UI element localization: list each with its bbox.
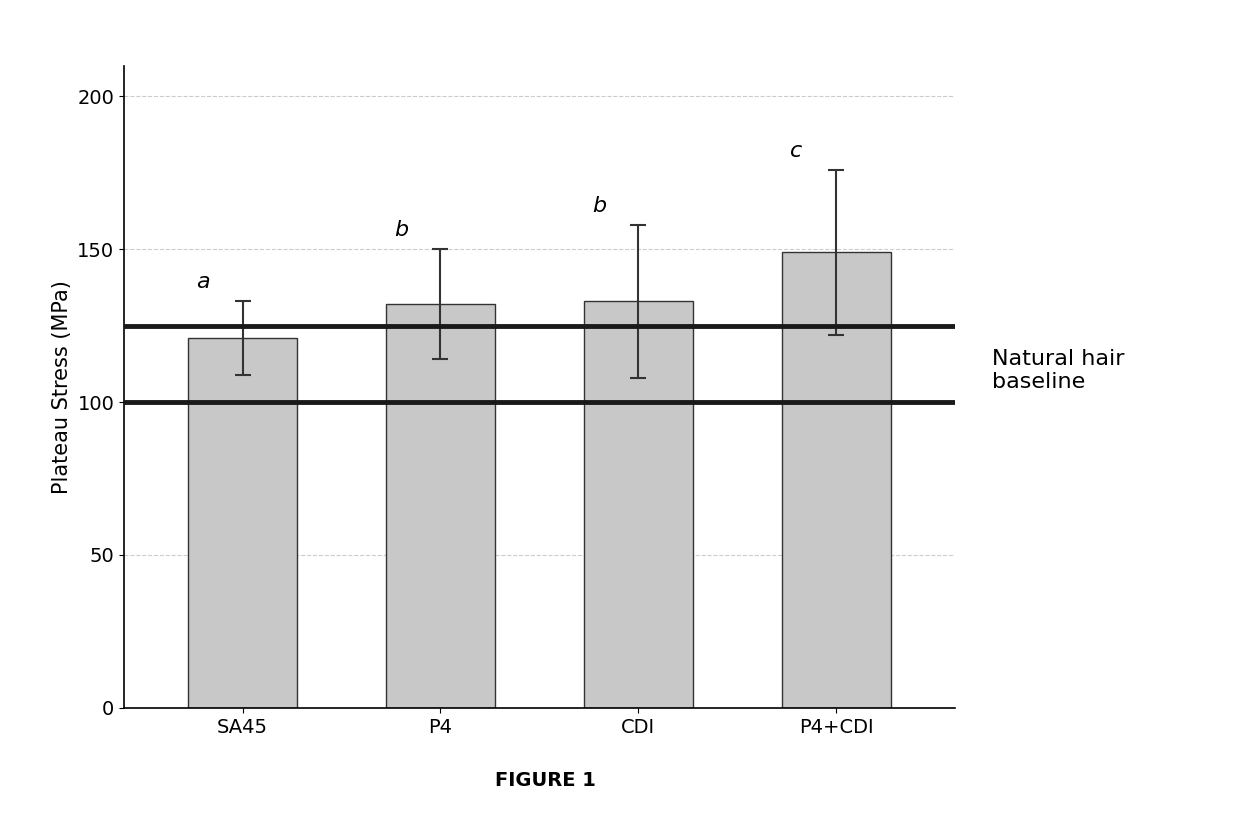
Text: a: a [196, 272, 210, 292]
Text: b: b [394, 220, 408, 240]
Bar [188, 338, 298, 708]
Text: b: b [591, 196, 606, 216]
Y-axis label: Plateau Stress (MPa): Plateau Stress (MPa) [52, 280, 72, 494]
Text: c: c [790, 141, 802, 160]
Bar [781, 253, 890, 708]
Text: Natural hair
baseline: Natural hair baseline [992, 349, 1125, 392]
Bar [386, 305, 495, 708]
Bar [584, 301, 693, 708]
Text: FIGURE 1: FIGURE 1 [495, 771, 596, 790]
